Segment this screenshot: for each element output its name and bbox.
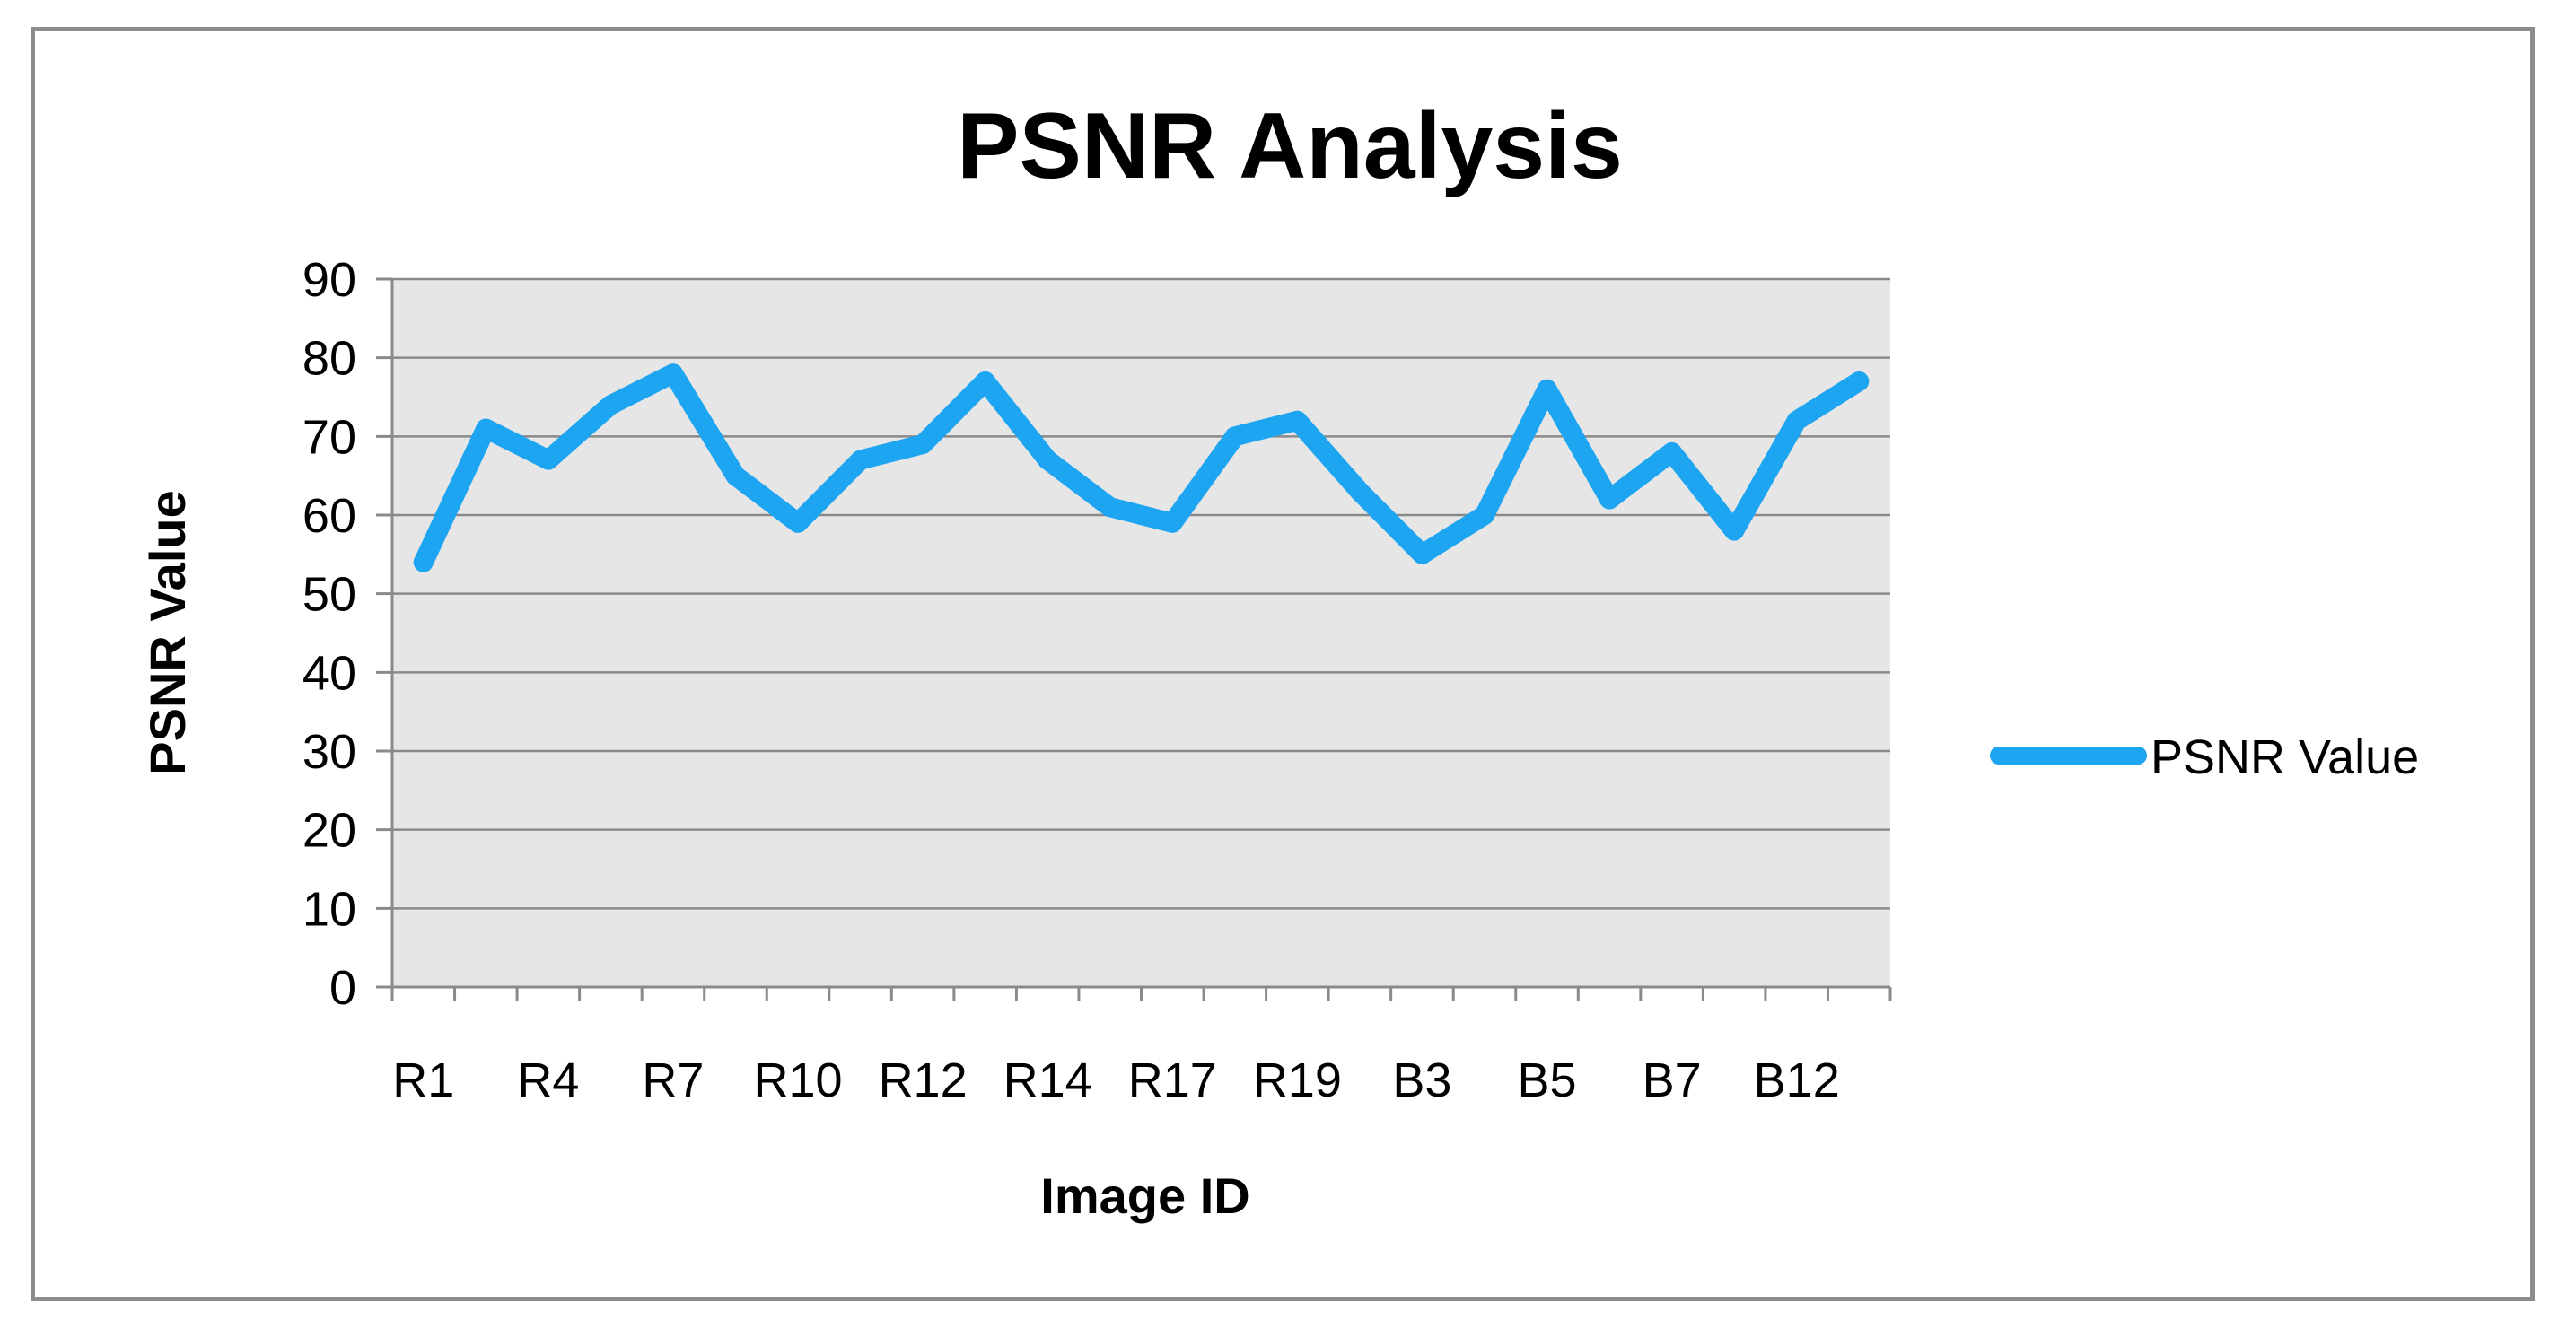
x-tick-label: R12 [879, 1053, 968, 1107]
x-tick-label: R10 [753, 1053, 842, 1107]
data-point [913, 434, 933, 455]
data-point [600, 395, 621, 415]
chart-title: PSNR Analysis [957, 94, 1623, 198]
y-tick-label: 80 [302, 332, 356, 386]
data-point [1412, 544, 1433, 564]
x-tick-label: B12 [1754, 1053, 1840, 1107]
x-tick-label: R14 [1003, 1053, 1092, 1107]
data-point [975, 371, 995, 391]
x-tick-label: B3 [1392, 1053, 1451, 1107]
data-point [476, 418, 496, 439]
x-tick-label: B5 [1517, 1053, 1576, 1107]
y-tick-label: 40 [302, 646, 356, 700]
y-tick-label: 10 [302, 882, 356, 936]
y-tick-label: 0 [329, 961, 356, 1015]
legend: PSNR Value [1990, 730, 2419, 784]
data-point [850, 450, 871, 470]
x-axis: R1 R4 R7 R10 R12 R14 R17 R19 B3 B5 B7 B12 [390, 985, 1892, 1107]
data-point [1349, 481, 1370, 502]
x-tick-label: R19 [1253, 1053, 1342, 1107]
y-tick-label: 90 [302, 253, 356, 307]
data-point [1849, 371, 1870, 391]
data-point [1474, 505, 1494, 525]
data-point [662, 363, 683, 384]
x-tick-label: R1 [392, 1053, 454, 1107]
data-point [1287, 410, 1308, 431]
y-tick-label: 70 [302, 410, 356, 464]
series-group [413, 363, 1870, 572]
y-tick-label: 30 [302, 725, 356, 779]
data-point [1599, 489, 1620, 510]
data-point [788, 512, 809, 533]
x-tick-label: R7 [642, 1053, 704, 1107]
data-point [538, 450, 558, 470]
data-point [413, 552, 434, 572]
y-tick-label: 50 [302, 568, 356, 622]
data-point [1224, 426, 1245, 447]
x-tick-label: B7 [1643, 1053, 1702, 1107]
legend-label: PSNR Value [2151, 730, 2419, 784]
series-line-psnr-value [413, 363, 1870, 572]
data-point [1038, 450, 1058, 470]
y-axis: 0 10 20 30 40 50 60 70 80 90 [302, 253, 394, 1015]
data-point [1661, 441, 1682, 462]
x-tick-label: R17 [1128, 1053, 1217, 1107]
y-tick-label: 20 [302, 804, 356, 858]
data-point [725, 466, 746, 486]
x-tick-label: R4 [517, 1053, 579, 1107]
data-point [1537, 379, 1557, 399]
y-tick-label: 60 [302, 489, 356, 543]
y-axis-title: PSNR Value [139, 490, 196, 774]
data-point [1724, 520, 1745, 541]
plot-area [392, 279, 1890, 987]
x-axis-title: Image ID [1040, 1167, 1249, 1224]
data-point [1786, 410, 1807, 431]
data-point [1162, 512, 1183, 533]
data-point [1100, 497, 1120, 518]
